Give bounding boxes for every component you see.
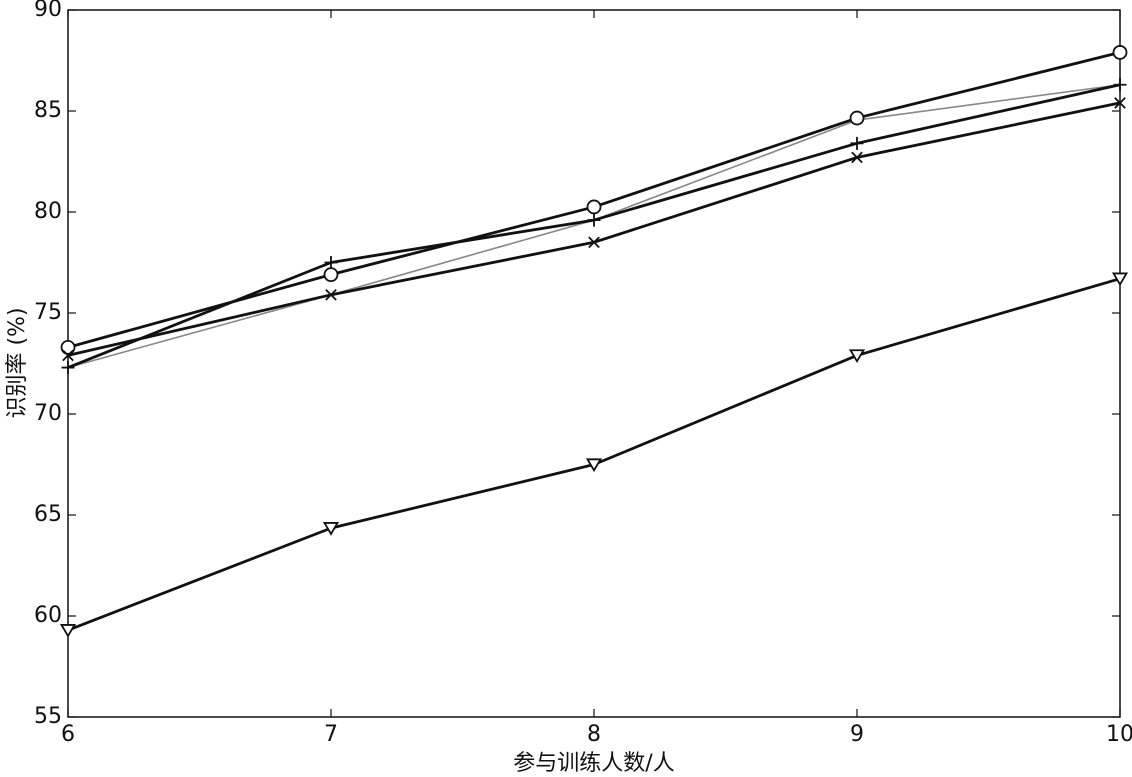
marker — [324, 256, 338, 269]
y-tick-label: 65 — [34, 502, 62, 527]
marker — [588, 236, 600, 249]
marker — [849, 110, 865, 126]
plot-frame — [67, 9, 1121, 718]
marker — [322, 522, 340, 536]
marker — [586, 199, 602, 215]
x-tick-label: 6 — [61, 722, 75, 747]
y-tick-label: 75 — [34, 300, 62, 325]
y-tick-label: 70 — [34, 401, 62, 426]
x-tick-label: 8 — [587, 722, 601, 747]
marker — [585, 458, 603, 473]
y-tick-label: 60 — [34, 603, 62, 628]
marker — [1111, 272, 1129, 287]
x-axis-label: 参与训练人数/人 — [513, 751, 674, 776]
marker — [62, 349, 74, 362]
series-line — [67, 277, 1121, 632]
marker — [1113, 78, 1127, 92]
marker — [587, 213, 601, 227]
series-line — [67, 101, 1121, 357]
marker — [1114, 97, 1126, 109]
marker — [323, 267, 339, 283]
y-tick-label: 90 — [34, 0, 62, 22]
y-axis-label: 识别率 (%) — [5, 307, 30, 418]
marker — [60, 339, 76, 355]
marker — [848, 349, 866, 364]
marker — [851, 151, 863, 164]
x-tick-label: 7 — [324, 722, 338, 747]
marker — [850, 136, 864, 150]
marker — [61, 361, 75, 375]
x-tick-label: 10 — [1106, 722, 1132, 747]
marker — [1112, 45, 1128, 60]
y-tick-label: 80 — [34, 199, 62, 224]
x-tick-label: 9 — [850, 722, 864, 747]
y-tick-label: 55 — [34, 704, 62, 729]
y-tick-label: 85 — [34, 98, 62, 123]
marker — [325, 288, 337, 301]
marker — [59, 624, 77, 638]
